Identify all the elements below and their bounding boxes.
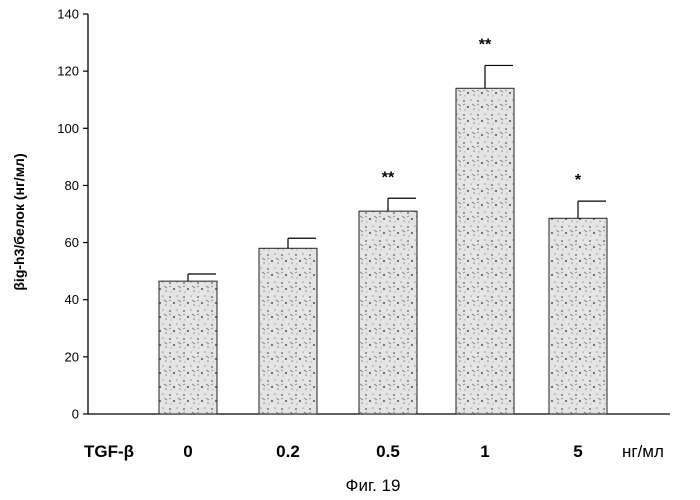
y-tick-label: 40	[65, 292, 79, 307]
x-tick-label: 5	[573, 442, 582, 461]
significance-mark: **	[479, 36, 492, 53]
significance-mark: *	[575, 172, 582, 189]
y-tick-label: 20	[65, 349, 79, 364]
bar-0	[158, 280, 218, 415]
y-tick-label: 0	[72, 407, 79, 422]
y-tick-label: 60	[65, 235, 79, 250]
y-tick-label: 120	[57, 64, 79, 79]
error-bars	[187, 64, 606, 282]
bar-0.5	[358, 210, 418, 415]
x-tick-labels: 0 0.2 0.5 1 5	[183, 442, 582, 461]
y-tick-label: 80	[65, 178, 79, 193]
y-tick-label: 100	[57, 121, 79, 136]
bar-5	[548, 217, 608, 415]
x-unit-label: нг/мл	[622, 442, 664, 461]
figure-caption: Фиг. 19	[346, 476, 401, 495]
x-tick-label: 0	[183, 442, 192, 461]
y-axis-label: βig-h3/белок (нг/мл)	[11, 153, 27, 290]
y-tick-label: 140	[57, 7, 79, 22]
y-ticks: 0 20 40 60 80 100 120 140	[57, 7, 88, 422]
x-row-label: TGF-β	[84, 442, 134, 461]
bar-1	[455, 87, 515, 415]
significance-mark: **	[382, 169, 395, 186]
significance-marks: *****	[382, 36, 582, 189]
x-tick-label: 1	[480, 442, 489, 461]
bars	[158, 87, 608, 415]
bar-0.2	[258, 247, 318, 415]
x-tick-label: 0.5	[376, 442, 400, 461]
x-tick-label: 0.2	[276, 442, 300, 461]
